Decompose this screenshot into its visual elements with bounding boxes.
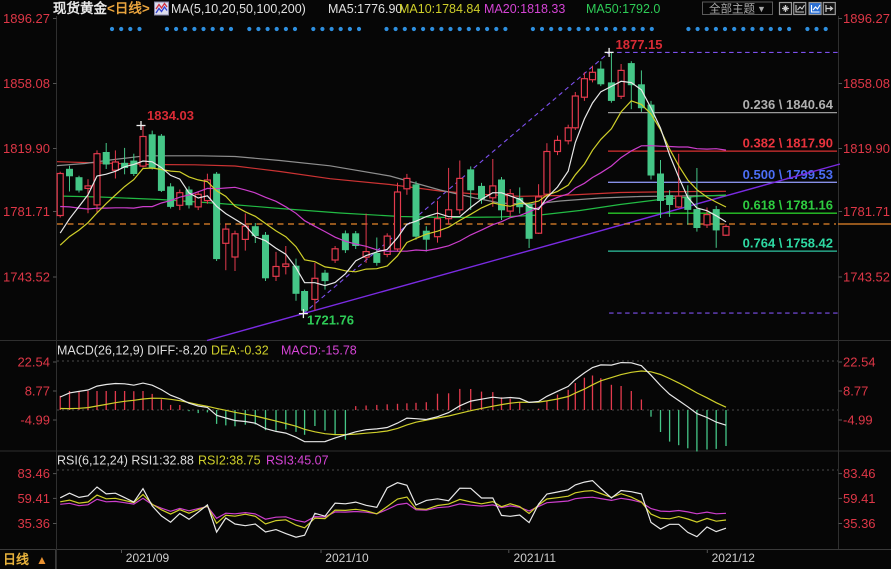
svg-text:现货黄金: 现货黄金 — [53, 0, 107, 16]
svg-text:1834.03: 1834.03 — [147, 108, 194, 123]
svg-text:8.77: 8.77 — [843, 384, 868, 399]
svg-text:RSI(6,12,24) RSI1:32.88: RSI(6,12,24) RSI1:32.88 — [57, 454, 194, 468]
svg-text:RSI3:45.07: RSI3:45.07 — [266, 454, 329, 468]
svg-text:83.46: 83.46 — [843, 466, 876, 481]
svg-text:1743.52: 1743.52 — [843, 270, 890, 285]
svg-text:1743.52: 1743.52 — [3, 270, 50, 285]
svg-text:0.500 \ 1799.53: 0.500 \ 1799.53 — [743, 167, 833, 182]
svg-text:0.236 \ 1840.64: 0.236 \ 1840.64 — [743, 97, 834, 112]
svg-text:全部主题: 全部主题 — [709, 2, 755, 16]
svg-text:83.46: 83.46 — [17, 466, 50, 481]
svg-text:1721.76: 1721.76 — [307, 313, 354, 328]
svg-text:2021/12: 2021/12 — [712, 551, 756, 565]
svg-text:MA20:1818.33: MA20:1818.33 — [484, 2, 565, 16]
svg-text:8.77: 8.77 — [25, 384, 50, 399]
svg-text:▲: ▲ — [36, 553, 48, 567]
svg-text:1858.08: 1858.08 — [3, 76, 50, 91]
svg-text:2021/11: 2021/11 — [514, 551, 557, 565]
svg-text:MACD(26,12,9) DIFF:-8.20: MACD(26,12,9) DIFF:-8.20 — [57, 344, 207, 358]
svg-text:MA50:1792.0: MA50:1792.0 — [586, 2, 660, 16]
svg-text:0.618 \ 1781.16: 0.618 \ 1781.16 — [743, 198, 833, 213]
svg-text:日线: 日线 — [3, 552, 29, 567]
svg-text:22.54: 22.54 — [17, 355, 50, 370]
svg-text:0.764 \ 1758.42: 0.764 \ 1758.42 — [743, 236, 833, 251]
svg-text:0.382 \ 1817.90: 0.382 \ 1817.90 — [743, 136, 833, 151]
svg-text:2021/10: 2021/10 — [325, 551, 369, 565]
svg-text:1858.08: 1858.08 — [843, 76, 890, 91]
svg-text:35.36: 35.36 — [843, 516, 876, 531]
svg-text:▼: ▼ — [757, 4, 766, 14]
svg-text:MA10:1784.84: MA10:1784.84 — [399, 2, 480, 16]
svg-text:1781.71: 1781.71 — [843, 204, 890, 219]
svg-text:59.41: 59.41 — [17, 491, 50, 506]
svg-text:MACD:-15.78: MACD:-15.78 — [281, 344, 357, 358]
svg-text:-4.99: -4.99 — [843, 413, 873, 428]
svg-text:DEA:-0.32: DEA:-0.32 — [211, 344, 269, 358]
svg-text:MA(5,10,20,50,100,200): MA(5,10,20,50,100,200) — [171, 2, 306, 16]
svg-text:22.54: 22.54 — [843, 355, 876, 370]
svg-text:2021/09: 2021/09 — [126, 551, 170, 565]
svg-text:-4.99: -4.99 — [20, 413, 50, 428]
svg-text:MA5:1776.90: MA5:1776.90 — [328, 2, 402, 16]
svg-text:1877.15: 1877.15 — [616, 37, 663, 52]
svg-text:<日线>: <日线> — [107, 0, 150, 16]
svg-text:1781.71: 1781.71 — [3, 204, 50, 219]
svg-text:1896.27: 1896.27 — [843, 11, 890, 26]
svg-text:RSI2:38.75: RSI2:38.75 — [198, 454, 261, 468]
svg-text:59.41: 59.41 — [843, 491, 876, 506]
svg-text:1819.90: 1819.90 — [3, 141, 50, 156]
svg-text:1819.90: 1819.90 — [843, 141, 890, 156]
svg-text:1896.27: 1896.27 — [3, 11, 50, 26]
svg-text:35.36: 35.36 — [17, 516, 50, 531]
